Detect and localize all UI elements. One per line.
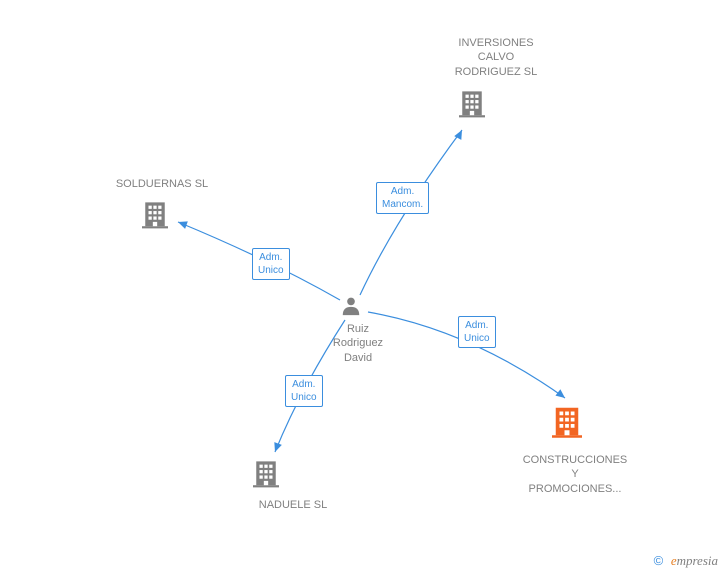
company-node-inversiones[interactable] bbox=[459, 89, 485, 123]
edge-label-solduernas: Adm.Unico bbox=[252, 248, 290, 280]
company-node-naduele[interactable] bbox=[253, 459, 279, 493]
edge-label-naduele: Adm.Unico bbox=[285, 375, 323, 407]
company-node-construcciones[interactable] bbox=[552, 405, 582, 443]
brand-rest: mpresia bbox=[677, 553, 718, 568]
arrowhead-naduele bbox=[271, 442, 282, 453]
diagram-canvas bbox=[0, 0, 728, 575]
person-node[interactable] bbox=[340, 295, 362, 322]
edge-label-construcciones: Adm.Unico bbox=[458, 316, 496, 348]
footer: © empresia bbox=[654, 553, 718, 569]
copyright-symbol: © bbox=[654, 553, 664, 568]
arrowhead-solduernas bbox=[177, 218, 188, 229]
company-node-solduernas[interactable] bbox=[142, 200, 168, 234]
edge-label-inversiones: Adm.Mancom. bbox=[376, 182, 429, 214]
arrowhead-construcciones bbox=[555, 389, 567, 401]
